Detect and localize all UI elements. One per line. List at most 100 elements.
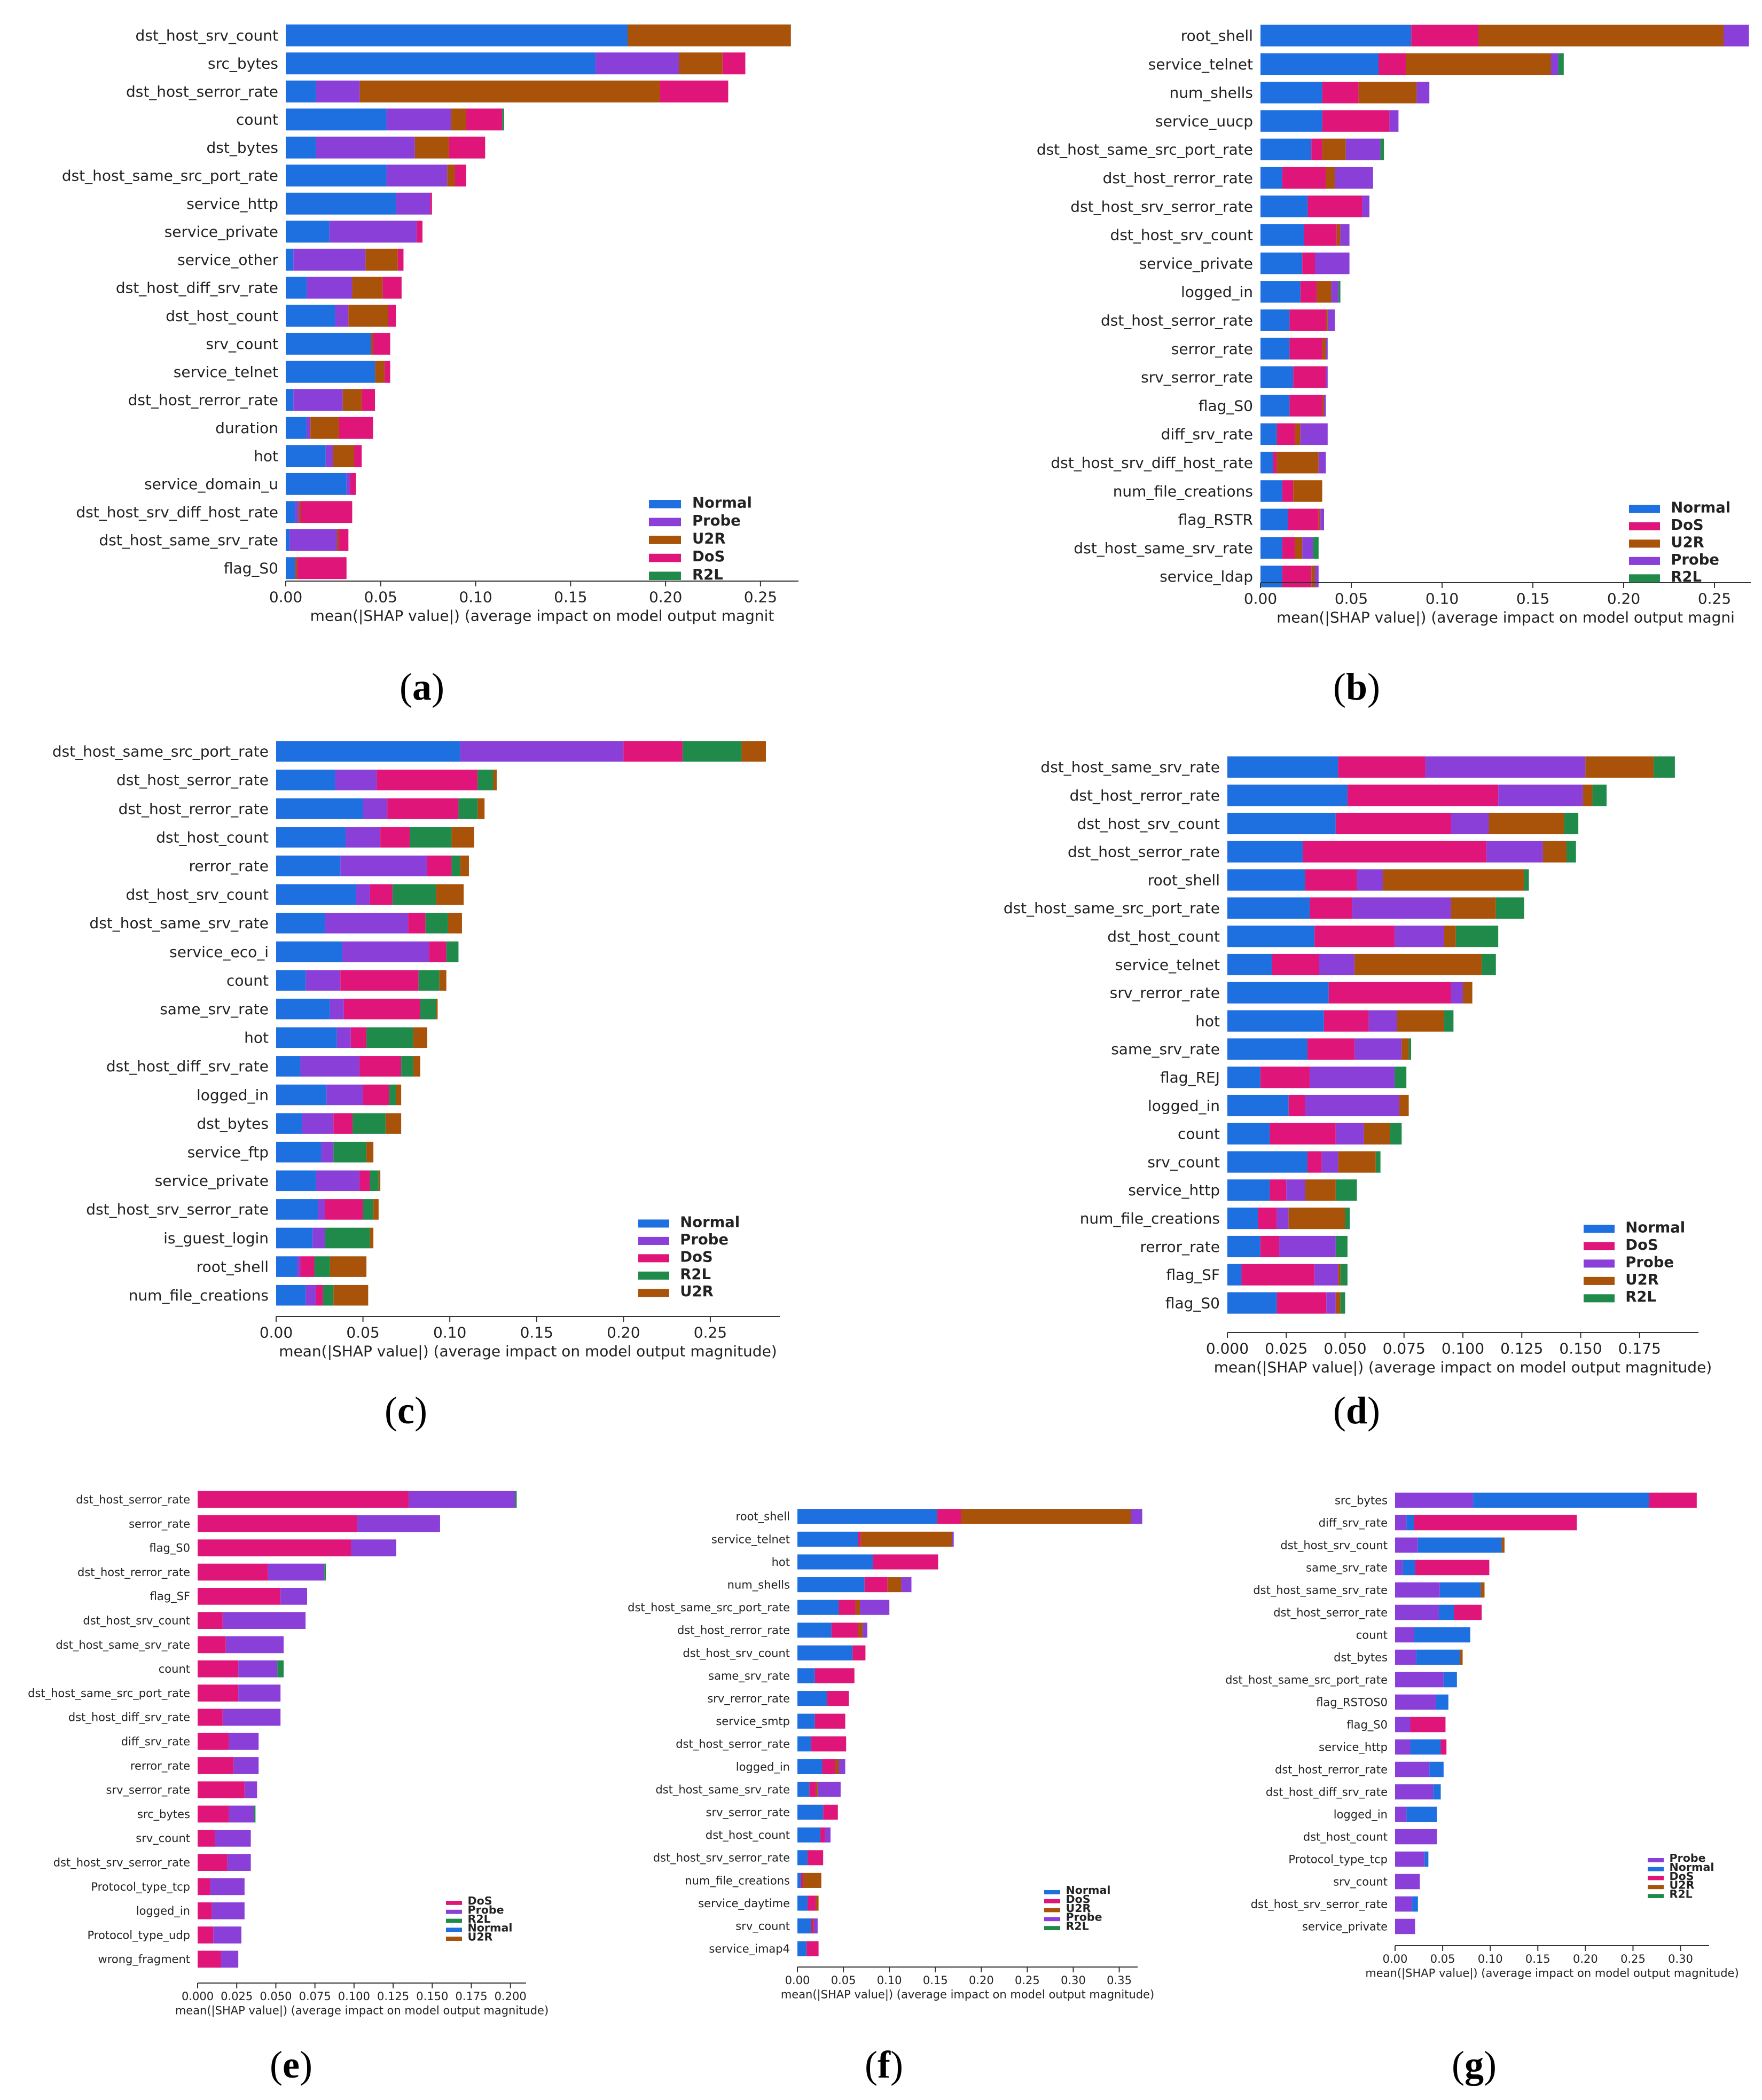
bar-d-logged-in-probe [1305, 1094, 1399, 1117]
bar-b-logged-in-probe [1331, 281, 1339, 303]
bar-g-dst-host-srv-count-probe [1395, 1537, 1418, 1553]
bar-d-num-file-creations-normal [1227, 1208, 1258, 1229]
bar-c-same-srv-rate-u2r [436, 998, 438, 1020]
bar-f-dst-host-same-src-port-rate-probe [860, 1600, 890, 1615]
bar-a-dst-host-diff-srv-rate-dos [382, 277, 402, 299]
legend-label-g-r2l: R2L [1670, 1887, 1693, 1900]
bar-c-dst-host-srv-serror-rate-normal [276, 1199, 318, 1220]
feature-label-b-diff-srv-rate: diff_srv_rate [1161, 426, 1253, 443]
x-tick-label-a-4: 0.20 [649, 588, 682, 606]
bar-d-dst-host-rerror-rate-u2r [1583, 785, 1593, 806]
caption-a: (a) [400, 665, 444, 708]
feature-label-a-dst-host-same-srv-rate: dst_host_same_srv_rate [99, 531, 278, 549]
caption-c: (c) [385, 1389, 427, 1432]
feature-label-a-service-other: service_other [177, 251, 278, 269]
bar-c-service-ftp-r2l [333, 1141, 367, 1163]
bar-c-service-eco-i-dos [429, 941, 447, 962]
feature-label-c-dst-host-rerror-rate: dst_host_rerror_rate [119, 800, 269, 818]
bar-c-dst-host-same-srv-rate-u2r [448, 913, 462, 934]
legend-label-b-u2r: U2R [1671, 534, 1704, 551]
bar-c-logged-in-normal [276, 1084, 327, 1106]
bar-c-num-file-creations-probe [306, 1284, 316, 1306]
bar-d-flag-rej-r2l [1395, 1067, 1407, 1088]
feature-label-e-diff-srv-rate: diff_srv_rate [121, 1735, 190, 1749]
x-tick-label-c-5: 0.25 [694, 1323, 727, 1341]
bar-c-num-file-creations-u2r [333, 1284, 369, 1306]
bar-e-logged-in-probe [212, 1902, 245, 1919]
bar-e-src-bytes-r2l [254, 1805, 256, 1823]
bar-b-dst-host-serror-rate-dos [1289, 309, 1326, 331]
bar-b-num-shells-u2r [1358, 81, 1417, 104]
bar-a-dst-host-rerror-rate-probe [293, 389, 343, 411]
bar-d-dst-host-count-r2l [1455, 926, 1499, 947]
bar-g-service-http-dos [1440, 1739, 1447, 1755]
bar-d-root-shell-probe [1357, 869, 1383, 891]
bar-g-dst-host-diff-srv-rate-probe [1395, 1784, 1434, 1800]
bar-c-dst-host-srv-serror-rate-probe [318, 1199, 325, 1220]
bar-d-flag-sf-probe [1314, 1264, 1338, 1286]
feature-label-f-srv-rerror-rate: srv_rerror_rate [707, 1692, 790, 1705]
bar-e-count-dos [198, 1660, 239, 1678]
bar-c-count-normal [276, 970, 306, 991]
bar-d-dst-host-srv-count-u2r [1489, 812, 1564, 835]
feature-label-e-srv-serror-rate: srv_serror_rate [106, 1784, 190, 1797]
bar-d-hot-normal [1227, 1010, 1324, 1032]
feature-label-c-dst-host-count: dst_host_count [156, 828, 269, 846]
feature-label-g-count: count [1356, 1628, 1388, 1641]
x-axis-label-d: mean(|SHAP value|) (average impact on mo… [1214, 1358, 1712, 1376]
x-axis-label-g: mean(|SHAP value|) (average impact on mo… [1365, 1966, 1738, 1980]
bar-b-dst-host-rerror-rate-probe [1335, 167, 1373, 189]
bar-c-count-r2l [418, 970, 440, 991]
feature-label-b-flag-s0: flag_S0 [1199, 397, 1253, 414]
bar-b-dst-host-srv-diff-host-rate-u2r [1277, 451, 1319, 474]
feature-label-e-dst-host-srv-serror-rate: dst_host_srv_serror_rate [53, 1856, 190, 1870]
bar-a-service-http-dos [430, 192, 432, 215]
bar-c-hot-u2r [413, 1027, 427, 1048]
chart-svg-c: dst_host_same_src_port_rate dst_host_serr… [52, 741, 780, 1360]
bar-f-dst-host-srv-serror-rate-normal [797, 1850, 808, 1866]
feature-label-g-dst-host-count: dst_host_count [1303, 1830, 1388, 1844]
bar-f-srv-serror-rate-dos [823, 1805, 838, 1820]
feature-label-f-service-telnet: service_telnet [711, 1533, 790, 1546]
bar-c-service-eco-i-normal [276, 941, 342, 962]
feature-label-f-srv-count: srv_count [735, 1919, 790, 1933]
legend-label-d-normal: Normal [1625, 1219, 1685, 1236]
bar-a-dst-host-same-srv-rate-probe [289, 529, 337, 551]
bar-b-service-private-dos [1302, 252, 1315, 275]
legend-swatch-b-u2r [1629, 539, 1660, 548]
legend-swatch-e-u2r [446, 1937, 462, 1941]
feature-label-c-service-ftp: service_ftp [187, 1143, 269, 1161]
bar-g-count-normal [1414, 1627, 1470, 1643]
feature-label-d-srv-rerror-rate: srv_rerror_rate [1110, 984, 1220, 1002]
bar-f-service-telnet-u2r [860, 1531, 952, 1547]
feature-label-e-rerror-rate: rerror_rate [130, 1759, 190, 1773]
bar-f-logged-in-u2r [835, 1759, 839, 1774]
bar-b-logged-in-normal [1260, 281, 1301, 303]
bar-c-dst-host-srv-count-r2l [392, 884, 436, 905]
bar-e-logged-in-dos [198, 1902, 212, 1919]
legend-label-c-u2r: U2R [680, 1283, 714, 1300]
feature-label-g-dst-host-srv-count: dst_host_srv_count [1280, 1539, 1388, 1552]
bar-f-dst-host-same-srv-rate-normal [797, 1782, 810, 1797]
bar-g-dst-host-count-probe [1395, 1829, 1437, 1845]
bar-d-flag-rej-normal [1227, 1067, 1260, 1088]
bar-f-dst-host-count-normal [797, 1827, 821, 1843]
feature-label-a-count: count [236, 111, 278, 129]
feature-label-c-service-eco-i: service_eco_i [169, 943, 269, 961]
legend-swatch-g-probe [1648, 1858, 1664, 1862]
bar-d-srv-rerror-rate-dos [1328, 982, 1451, 1004]
bar-f-dst-host-srv-count-normal [797, 1645, 853, 1660]
feature-label-g-service-http: service_http [1319, 1741, 1388, 1754]
caption-b: (b) [1333, 665, 1381, 708]
bar-f-hot-normal [797, 1554, 873, 1570]
bar-g-diff-srv-rate-normal [1406, 1515, 1414, 1531]
bar-g-same-srv-rate-dos [1415, 1560, 1490, 1576]
bar-d-dst-host-same-src-port-rate-dos [1310, 897, 1352, 919]
x-tick-label-g-1: 0.05 [1430, 1953, 1455, 1965]
bar-b-dst-host-srv-serror-rate-probe [1362, 195, 1369, 217]
feature-label-a-dst-bytes: dst_bytes [207, 139, 278, 156]
bar-c-logged-in-u2r [396, 1084, 402, 1106]
feature-label-e-logged-in: logged_in [136, 1905, 190, 1918]
bar-d-dst-host-count-probe [1395, 926, 1444, 947]
bar-d-srv-count-r2l [1375, 1151, 1381, 1173]
